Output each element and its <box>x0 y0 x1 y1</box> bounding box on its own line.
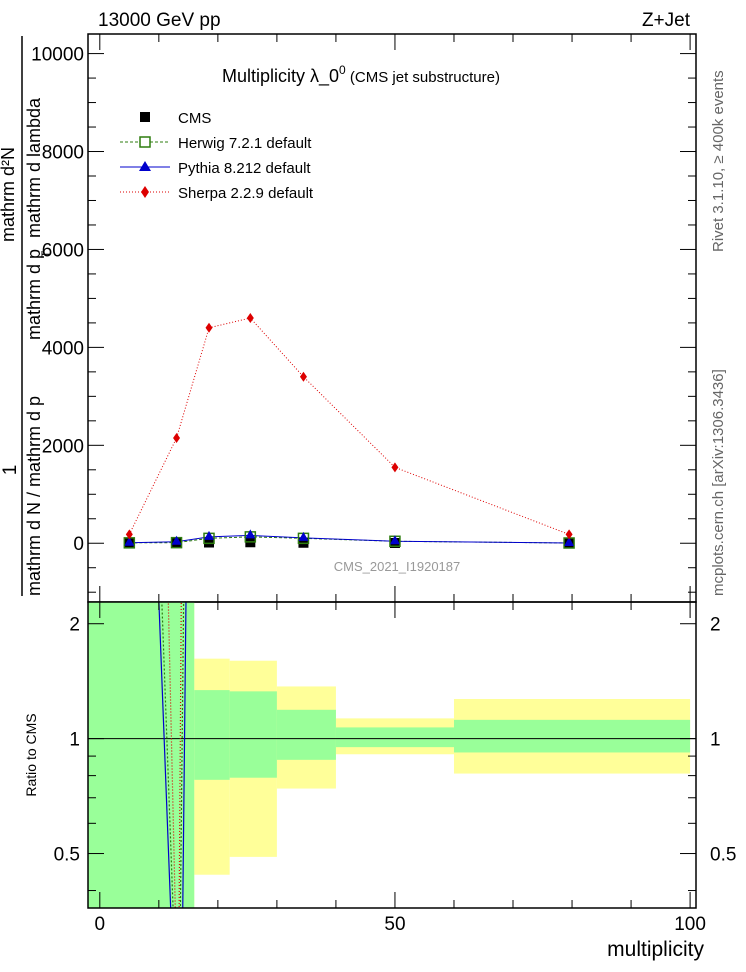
point-pythia <box>245 529 256 539</box>
ratio-line-sherpa <box>167 602 182 908</box>
ylabel-denominator-c: mathrm d lambda <box>24 97 44 238</box>
chart-title: Multiplicity λ_00 (CMS jet substructure) <box>222 63 500 87</box>
ylabel-denominator-b: mathrm d p <box>24 249 44 340</box>
xtick-label: 0 <box>95 914 106 935</box>
point-pythia <box>298 531 309 541</box>
point-sherpa <box>246 313 254 323</box>
ylabel-denominator-a: mathrm d N / mathrm d p <box>24 396 44 596</box>
title-main: Multiplicity λ_0 <box>222 66 339 87</box>
ratio-ytick-label: 2 <box>69 615 80 636</box>
legend-cms-label: CMS <box>178 110 211 127</box>
title-sub: (CMS jet substructure) <box>346 69 500 86</box>
point-pythia <box>564 536 575 546</box>
point-sherpa <box>391 462 399 473</box>
ratio-ytick-label-right: 1 <box>710 730 721 751</box>
mcplots-info: mcplots.cern.ch [arXiv:1306.3436] <box>710 369 727 596</box>
legend-cms-marker <box>140 112 150 122</box>
ratio-panel-data <box>88 602 696 908</box>
point-sherpa <box>205 322 213 333</box>
point-sherpa <box>299 371 307 382</box>
ratio-band-green <box>276 709 336 760</box>
energy-label: 13000 GeV pp <box>98 10 221 31</box>
ytick-label: 4000 <box>42 338 84 359</box>
xlabel: multiplicity <box>607 938 704 961</box>
ratio-ytick-label-right: 2 <box>710 615 721 636</box>
ratio-band-green <box>229 691 277 778</box>
ratio-ylabel: Ratio to CMS <box>23 713 39 796</box>
legend: CMS Herwig 7.2.1 default Pythia 8.212 de… <box>120 110 314 202</box>
ratio-ytick-label-right: 0.5 <box>710 845 736 866</box>
point-cms <box>204 537 215 548</box>
process-label: Z+Jet <box>642 10 691 31</box>
series-line-pythia <box>129 534 570 544</box>
legend-pythia-marker <box>139 161 151 171</box>
legend-sherpa-marker <box>141 186 149 198</box>
watermark: CMS_2021_I1920187 <box>334 559 461 574</box>
point-pythia <box>204 530 215 540</box>
top-panel-data <box>123 313 575 549</box>
rivet-info: Rivet 3.1.10, ≥ 400k events <box>710 70 727 252</box>
xtick-label: 50 <box>384 914 405 935</box>
ylabel-subscript: T <box>39 250 53 258</box>
ratio-axes: 0.5 0.5 1 1 2 2 0 50 100 <box>54 601 736 935</box>
top-axes: 0 2000 4000 6000 8000 10000 <box>31 33 697 603</box>
title-sup: 0 <box>339 63 346 77</box>
ytick-label: 10000 <box>31 45 84 66</box>
ylabel-numerator: mathrm d²N <box>0 147 18 242</box>
ratio-line-pythia <box>158 602 187 908</box>
point-sherpa <box>173 432 181 443</box>
ratio-band-green <box>194 690 230 780</box>
ratio-band-green <box>453 719 691 753</box>
point-sherpa <box>125 529 133 540</box>
legend-herwig-marker <box>139 136 151 148</box>
ratio-band-green <box>88 602 195 908</box>
top-ylabel: 1 mathrm d²N mathrm d N / mathrm d p mat… <box>0 36 53 596</box>
ytick-label: 2000 <box>42 436 84 457</box>
point-sherpa <box>565 529 573 540</box>
ylabel-one: 1 <box>0 465 21 476</box>
ratio-ytick-label: 1 <box>69 730 80 751</box>
xtick-label: 100 <box>674 914 706 935</box>
ytick-label: 6000 <box>42 240 84 261</box>
series-line-sherpa <box>128 317 570 535</box>
legend-sherpa-label: Sherpa 2.2.9 default <box>178 185 314 202</box>
ratio-line-herwig <box>161 602 185 908</box>
legend-pythia-label: Pythia 8.212 default <box>178 160 311 177</box>
ratio-ytick-label: 0.5 <box>54 845 80 866</box>
legend-herwig-label: Herwig 7.2.1 default <box>178 135 312 152</box>
ratio-band-green <box>335 727 454 748</box>
point-pythia <box>171 535 182 545</box>
point-pythia <box>124 536 135 546</box>
ytick-label: 8000 <box>42 143 84 164</box>
ratio-frame <box>87 601 697 909</box>
ytick-label: 0 <box>73 534 84 555</box>
point-pythia <box>389 535 400 545</box>
